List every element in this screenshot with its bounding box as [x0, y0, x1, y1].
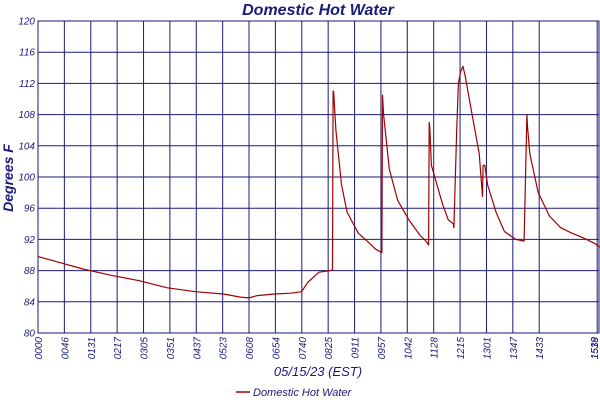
- x-tick-label-11: 0825: [324, 337, 335, 360]
- series-layer: [37, 65, 600, 299]
- x-tick-label-9: 0654: [271, 337, 282, 360]
- x-tick-label-15: 1128: [430, 337, 441, 359]
- x-tick-label-4: 0305: [140, 337, 151, 360]
- x-tick-label-12: 0911: [351, 337, 362, 359]
- x-tick-label-13: 0957: [377, 337, 388, 360]
- x-tick-label-0: 0000: [34, 337, 45, 360]
- legend-label: Domestic Hot Water: [253, 387, 353, 399]
- x-tick-label-6: 0437: [192, 337, 203, 360]
- grid-layer: [37, 20, 600, 334]
- series-line-0: [37, 65, 600, 299]
- x-tick-label-8: 0608: [245, 337, 256, 360]
- y-axis-title: Degrees F: [0, 144, 16, 212]
- x-tick-label-16: 1215: [456, 337, 467, 360]
- x-tick-label-19: 1433: [535, 337, 546, 360]
- y-tick-label-9: 116: [19, 48, 35, 59]
- x-tick-label-3: 0217: [113, 337, 124, 360]
- y-tick-label-4: 96: [24, 204, 36, 215]
- x-axis-title: 05/15/23 (EST): [274, 364, 362, 379]
- x-tick-label-7: 0523: [219, 337, 230, 360]
- x-tick-label-10: 0740: [298, 337, 309, 360]
- x-tick-label-2: 0131: [87, 337, 98, 359]
- x-tick-label-5: 0351: [166, 337, 177, 359]
- y-tick-label-5: 100: [18, 173, 35, 184]
- y-tick-labels: 80 84 88 92 96 100 104 108 112 116 120: [18, 17, 35, 340]
- x-tick-label-20: 1519: [590, 337, 600, 360]
- chart-title: Domestic Hot Water: [242, 2, 395, 19]
- y-tick-label-3: 92: [24, 235, 36, 246]
- y-tick-label-7: 108: [18, 110, 35, 121]
- y-tick-label-10: 120: [18, 17, 35, 28]
- x-tick-label-1: 0046: [60, 337, 71, 360]
- x-tick-label-17: 1301: [482, 337, 493, 359]
- x-tick-label-21: 1538: [590, 337, 600, 360]
- x-tick-label-14: 1042: [403, 337, 414, 360]
- y-tick-label-6: 104: [18, 141, 35, 152]
- plot-frame: [37, 20, 600, 334]
- legend: Domestic Hot Water: [236, 387, 353, 399]
- y-tick-label-1: 84: [24, 297, 36, 308]
- y-tick-label-2: 88: [24, 266, 36, 277]
- x-tick-labels: 0000 0046 0131 0217 0305 0351 0437 0523 0608 0654…: [34, 337, 600, 360]
- y-tick-label-8: 112: [19, 79, 35, 90]
- y-tick-label-0: 80: [24, 329, 36, 340]
- x-tick-label-18: 1347: [509, 337, 520, 360]
